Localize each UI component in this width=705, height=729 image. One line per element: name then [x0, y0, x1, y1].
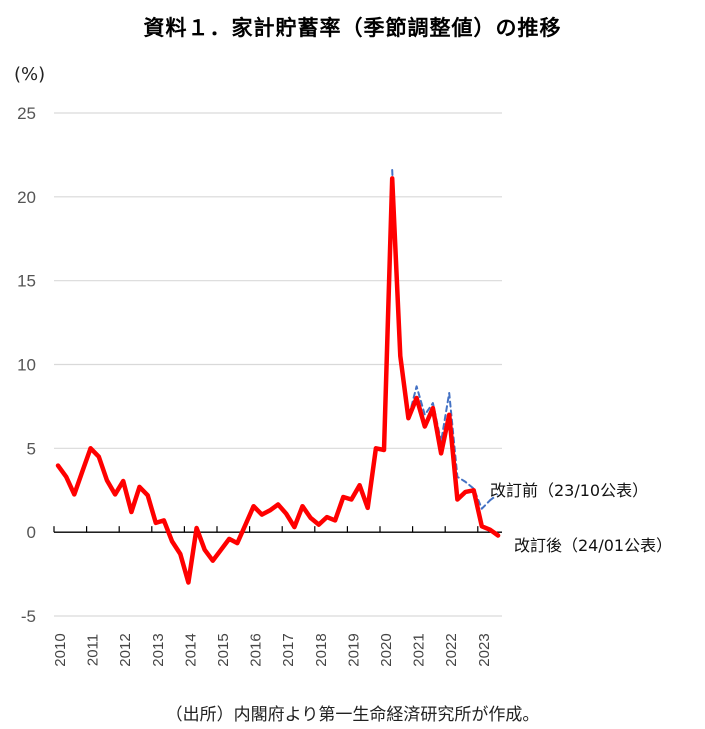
y-tick-label: 10 — [17, 356, 36, 375]
x-tick-label: 2018 — [313, 633, 330, 666]
legend-label-before-revision: 改訂前（23/10公表） — [490, 481, 648, 500]
x-tick-label: 2016 — [248, 633, 265, 666]
series-line-before-revision — [391, 169, 491, 510]
legend-label-after-revision: 改訂後（24/01公表） — [514, 536, 672, 555]
y-tick-label: 5 — [27, 439, 36, 458]
x-tick-label: 2013 — [150, 633, 167, 666]
x-tick-label: 2022 — [443, 633, 460, 666]
x-tick-label: 2017 — [280, 633, 297, 666]
x-tick-label: 2020 — [378, 633, 395, 666]
x-tick-label: 2010 — [52, 633, 69, 666]
x-tick-label: 2023 — [476, 633, 493, 666]
y-axis-unit: (%) — [14, 64, 46, 85]
y-tick-label: 20 — [17, 188, 36, 207]
x-tick-label: 2011 — [85, 634, 102, 666]
y-tick-label: 25 — [17, 104, 36, 123]
y-tick-label: 0 — [27, 523, 36, 542]
source-note: （出所）内閣府より第一生命経済研究所が作成。 — [165, 705, 540, 725]
x-tick-label: 2021 — [411, 633, 428, 666]
x-tick-label: 2019 — [345, 633, 362, 666]
savings-rate-chart: -5 0 5 10 15 20 25 2010 2011 2012 2013 2014 2015 2016… — [17, 104, 672, 667]
label-leader-line — [489, 493, 499, 502]
y-tick-label: -5 — [21, 607, 36, 626]
y-tick-label: 15 — [17, 272, 36, 291]
series-line-after-revision — [55, 176, 501, 585]
x-tick-label: 2012 — [117, 633, 134, 666]
x-tick-label: 2014 — [182, 633, 199, 666]
chart-title: 資料１．家計貯蓄率（季節調整値）の推移 — [143, 16, 562, 40]
x-tick-label: 2015 — [215, 633, 232, 666]
